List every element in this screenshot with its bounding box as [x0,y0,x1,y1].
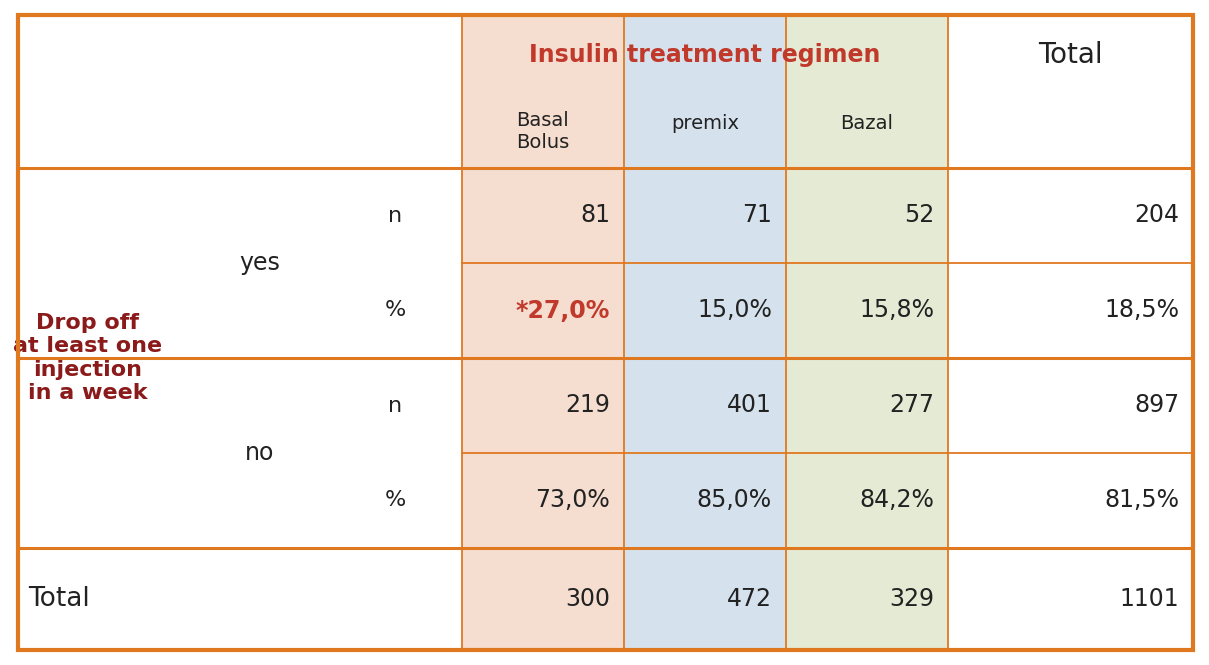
Text: 81: 81 [580,203,611,227]
Text: 401: 401 [727,394,773,418]
Text: 219: 219 [565,394,611,418]
Text: 300: 300 [565,587,611,611]
Text: 329: 329 [889,587,935,611]
Text: yes: yes [239,251,280,275]
Text: no: no [245,441,274,465]
Bar [624,15,786,168]
Text: 85,0%: 85,0% [696,489,773,513]
Text: 18,5%: 18,5% [1104,299,1179,323]
Text: %: % [384,491,406,511]
Text: *27,0%: *27,0% [515,299,611,323]
Text: 81,5%: 81,5% [1104,489,1179,513]
Bar [462,15,624,168]
Bar [786,15,948,168]
Text: Total: Total [28,586,89,612]
Text: 277: 277 [889,394,935,418]
Text: 52: 52 [904,203,935,227]
Text: 15,0%: 15,0% [698,299,773,323]
Text: Drop off
at least one
injection
in a week: Drop off at least one injection in a wee… [13,313,162,403]
Bar [624,168,786,650]
Text: Basal
Bolus: Basal Bolus [516,111,569,152]
Text: 73,0%: 73,0% [536,489,611,513]
Text: %: % [384,301,406,321]
Text: Insulin treatment regimen: Insulin treatment regimen [530,43,880,67]
Text: n: n [388,396,403,416]
Text: 897: 897 [1134,394,1179,418]
Text: 472: 472 [727,587,773,611]
Bar [462,168,624,650]
Text: 1101: 1101 [1120,587,1179,611]
Text: 15,8%: 15,8% [860,299,935,323]
Text: 84,2%: 84,2% [860,489,935,513]
Text: Total: Total [1039,41,1103,69]
Bar [786,168,948,650]
Text: n: n [388,205,403,225]
Text: 71: 71 [742,203,773,227]
Text: premix: premix [671,114,739,133]
Text: Bazal: Bazal [840,114,893,133]
Text: 204: 204 [1134,203,1179,227]
